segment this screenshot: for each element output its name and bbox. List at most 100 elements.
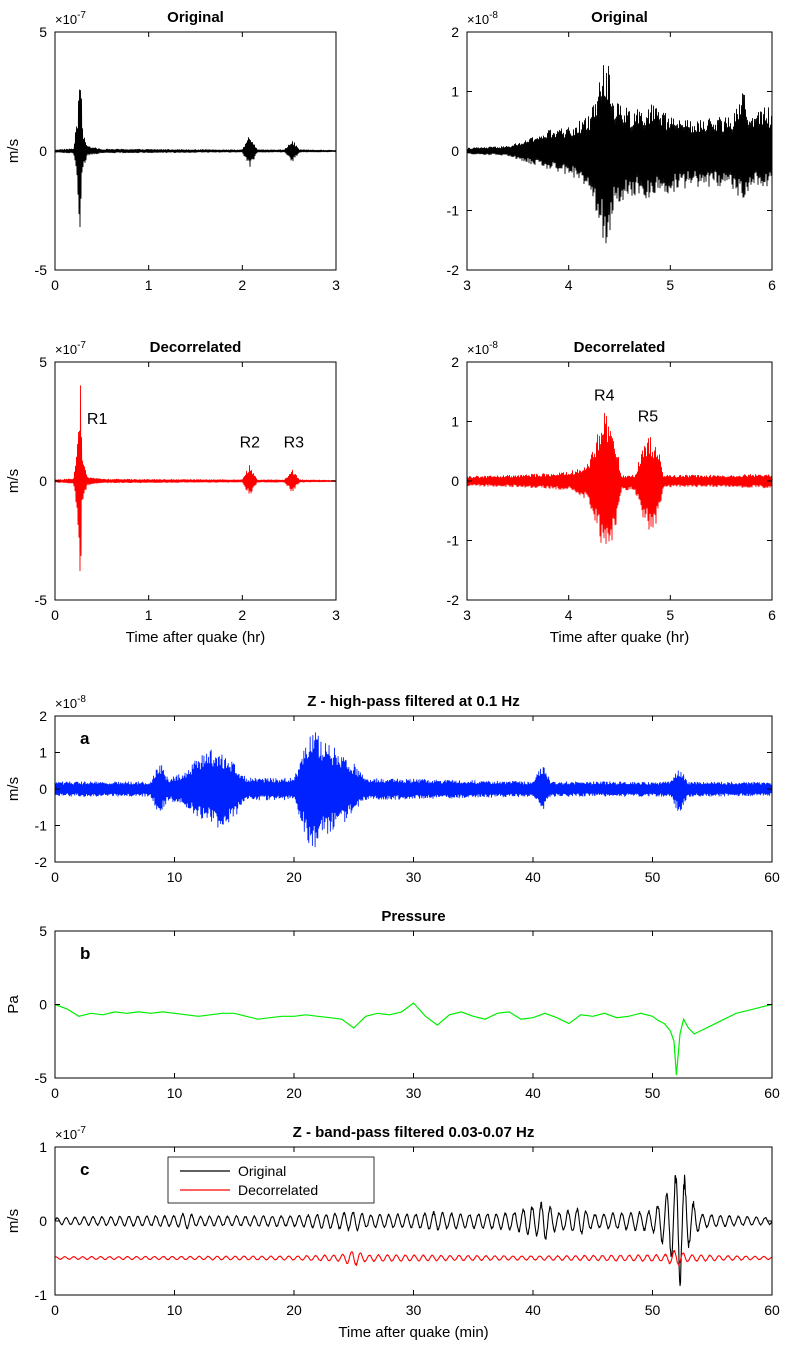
y-exponent-label: ×10-8: [55, 694, 86, 711]
series-original-line: [54, 1174, 773, 1287]
x-tick-label: 20: [286, 1302, 302, 1318]
annotation-r1: R1: [87, 411, 108, 428]
y-tick-label: 1: [39, 1139, 47, 1155]
x-tick-label: 6: [768, 607, 776, 623]
x-tick-label: 5: [666, 607, 674, 623]
series-1-line: [54, 732, 773, 848]
panel-label: b: [80, 944, 90, 963]
y-tick-label: 5: [39, 354, 47, 370]
x-tick-label: 10: [167, 1085, 183, 1101]
series-1-line: [54, 1002, 773, 1076]
annotation-r2: R2: [240, 435, 261, 452]
y-tick-label: 1: [451, 414, 459, 430]
chart-title: Original: [167, 9, 224, 26]
y-tick-label: 0: [39, 1213, 47, 1229]
annotation-r4: R4: [594, 388, 615, 405]
x-tick-label: 50: [645, 869, 661, 885]
legend-entry: Decorrelated: [238, 1182, 318, 1198]
y-exponent-label: ×10-7: [55, 1125, 86, 1142]
x-tick-label: 4: [565, 607, 573, 623]
series-decorrelated-line: [54, 1249, 773, 1266]
y-tick-label: -2: [447, 592, 460, 608]
x-tick-label: 0: [51, 607, 59, 623]
x-tick-label: 40: [525, 1302, 541, 1318]
chart-7: 0 10 20 30 40 50 60-101×10-7 Z - band-pass filt…: [5, 1124, 780, 1341]
x-tick-label: 10: [167, 869, 183, 885]
x-tick-label: 2: [238, 607, 246, 623]
x-tick-label: 60: [764, 869, 780, 885]
x-axis-label: Time after quake (min): [338, 1324, 488, 1341]
y-tick-label: -1: [447, 203, 460, 219]
x-tick-label: 1: [145, 607, 153, 623]
series-1-line: [466, 64, 773, 244]
x-tick-label: 3: [332, 607, 340, 623]
annotation-r3: R3: [284, 435, 305, 452]
series-1-line: [54, 89, 337, 228]
x-axis-label: Time after quake (hr): [126, 629, 266, 646]
x-tick-label: 0: [51, 869, 59, 885]
y-tick-label: 0: [451, 143, 459, 159]
annotation-r5: R5: [638, 409, 659, 426]
plot-frame: [54, 930, 773, 1079]
y-axis-label: m/s: [5, 469, 22, 493]
chart-title: Z - band-pass filtered 0.03-0.07 Hz: [293, 1124, 535, 1141]
y-tick-label: 0: [39, 143, 47, 159]
panel-label: c: [80, 1160, 89, 1179]
x-tick-label: 3: [463, 277, 471, 293]
y-tick-label: 5: [39, 24, 47, 40]
y-tick-label: -5: [35, 262, 48, 278]
y-tick-label: 2: [451, 24, 459, 40]
x-tick-label: 6: [768, 277, 776, 293]
y-axis-label: m/s: [5, 777, 22, 801]
chart-title: Pressure: [381, 908, 445, 925]
chart-2: 3 4 5 6 -2 -1 0 1 2 ×10-8 Original: [447, 9, 777, 293]
y-tick-label: 2: [451, 354, 459, 370]
x-tick-label: 10: [167, 1302, 183, 1318]
x-tick-label: 4: [565, 277, 573, 293]
x-tick-label: 30: [406, 1085, 422, 1101]
x-tick-label: 3: [463, 607, 471, 623]
chart-title: Decorrelated: [574, 339, 666, 356]
y-tick-label: 0: [39, 997, 47, 1013]
y-tick-label: 1: [39, 745, 47, 761]
x-tick-label: 50: [645, 1085, 661, 1101]
x-tick-label: 20: [286, 869, 302, 885]
x-tick-label: 30: [406, 869, 422, 885]
series-1-line: [466, 412, 773, 544]
y-tick-label: 0: [451, 473, 459, 489]
legend: Original Decorrelated: [167, 1156, 375, 1204]
x-tick-label: 60: [764, 1302, 780, 1318]
x-tick-label: 5: [666, 277, 674, 293]
series-1-line: [54, 385, 337, 572]
legend-entry: Original: [238, 1163, 286, 1179]
x-axis-label: Time after quake (hr): [550, 629, 690, 646]
y-exponent-label: ×10-7: [55, 10, 86, 27]
x-tick-label: 30: [406, 1302, 422, 1318]
y-exponent-label: ×10-7: [55, 340, 86, 357]
y-tick-label: 0: [39, 781, 47, 797]
y-tick-label: 5: [39, 923, 47, 939]
x-tick-label: 0: [51, 1085, 59, 1101]
chart-4: 3 4 5 6 -2 -1 0 1 2 ×10-8 Decorrelated Time after q…: [447, 339, 777, 646]
chart-title: Decorrelated: [150, 339, 242, 356]
x-tick-label: 40: [525, 1085, 541, 1101]
y-tick-label: 2: [39, 708, 47, 724]
y-tick-label: 1: [451, 84, 459, 100]
y-axis-label: m/s: [5, 139, 22, 163]
x-tick-label: 50: [645, 1302, 661, 1318]
x-tick-label: 2: [238, 277, 246, 293]
panel-label: a: [80, 729, 90, 748]
y-tick-label: -5: [35, 592, 48, 608]
y-tick-label: -1: [35, 1287, 48, 1303]
y-tick-label: -1: [447, 533, 460, 549]
x-tick-label: 3: [332, 277, 340, 293]
x-tick-label: 20: [286, 1085, 302, 1101]
y-exponent-label: ×10-8: [467, 340, 498, 357]
chart-title: Original: [591, 9, 648, 26]
y-exponent-label: ×10-8: [467, 10, 498, 27]
y-tick-label: 0: [39, 473, 47, 489]
